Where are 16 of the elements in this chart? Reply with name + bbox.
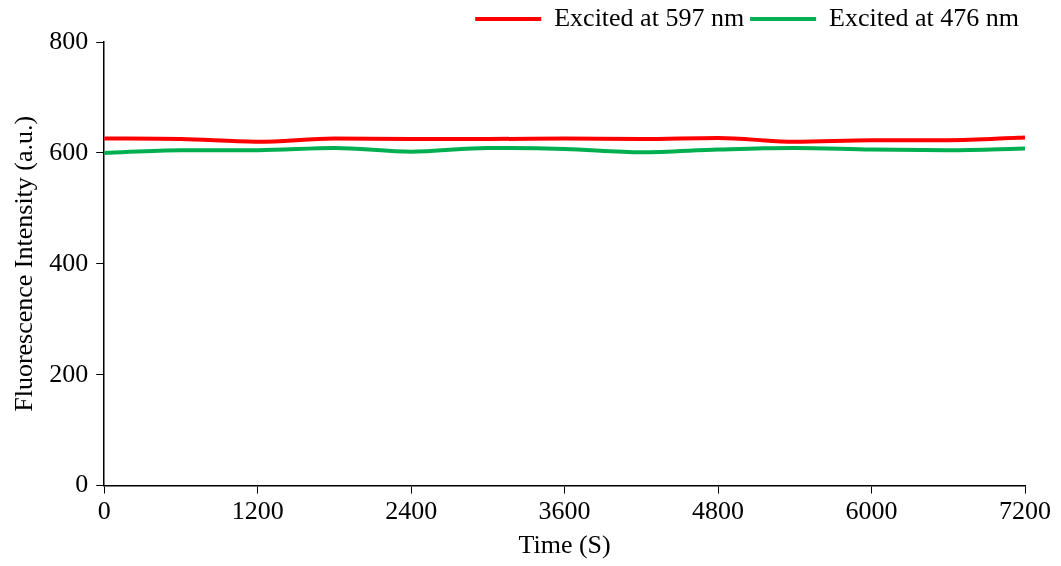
y-tick-label: 600 <box>49 136 89 166</box>
x-tick-label: 1200 <box>231 496 284 526</box>
x-tick-label: 3600 <box>538 496 591 526</box>
x-tick-label: 2400 <box>385 496 438 526</box>
y-tick-label: 0 <box>75 469 89 499</box>
y-tick-label: 200 <box>49 358 89 388</box>
y-axis-title: Fluorescence Intensity (a.u.) <box>9 115 39 412</box>
x-tick-label: 7200 <box>999 496 1051 526</box>
x-tick-label: 4800 <box>692 496 745 526</box>
legend-label: Excited at 597 nm <box>554 2 745 32</box>
x-tick-label: 0 <box>97 496 111 526</box>
legend-label: Excited at 476 nm <box>829 2 1020 32</box>
x-tick-label: 6000 <box>845 496 898 526</box>
x-axis-title: Time (S) <box>518 530 611 560</box>
y-tick-label: 400 <box>49 247 89 277</box>
y-tick-label: 800 <box>49 25 89 55</box>
